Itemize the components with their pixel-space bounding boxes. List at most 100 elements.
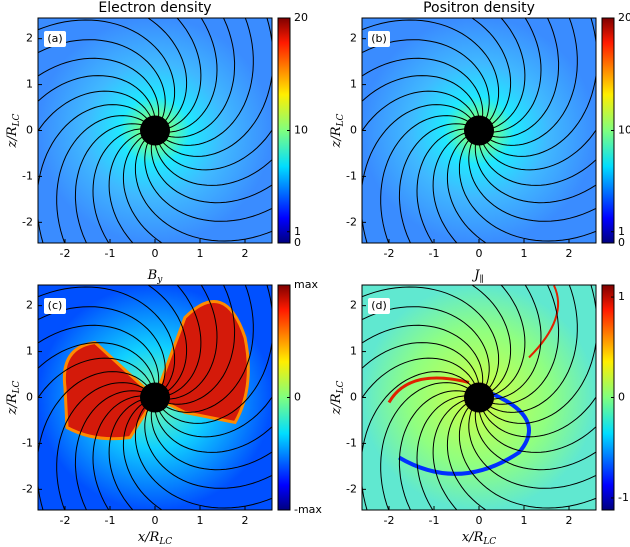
streamline — [486, 18, 596, 157]
x-tick-label: 2 — [242, 247, 249, 260]
panel-title: Electron density — [98, 0, 211, 16]
streamline — [432, 399, 466, 510]
x-axis-label-sub: LC — [482, 537, 496, 547]
y-tick-label: -2 — [346, 482, 357, 495]
streamline — [458, 139, 596, 242]
y-tick-label: -1 — [22, 169, 33, 182]
streamline — [56, 115, 145, 243]
streamline — [38, 90, 152, 132]
y-axis-label-main: z/R — [329, 126, 344, 148]
streamline — [458, 406, 596, 509]
streamline — [380, 115, 469, 243]
streamline — [134, 406, 272, 509]
streamline — [38, 57, 160, 118]
y-tick-label: -2 — [22, 215, 33, 228]
streamline — [150, 410, 272, 471]
y-tick-label: 0 — [350, 124, 357, 137]
panel-title: Positron density — [423, 0, 535, 16]
panel-label-box — [368, 298, 390, 314]
colorbar-tick-label: max — [294, 278, 318, 291]
streamline — [154, 144, 272, 186]
streamline — [147, 285, 188, 392]
streamline — [362, 357, 476, 399]
streamline — [162, 285, 272, 424]
x-tick-label: -2 — [384, 514, 395, 527]
streamline — [362, 342, 480, 384]
streamline — [398, 123, 467, 243]
streamline — [474, 143, 596, 204]
field — [362, 285, 596, 510]
streamline — [38, 324, 160, 385]
streamline — [362, 371, 472, 510]
y-tick-label: -2 — [346, 215, 357, 228]
x-tick-label: 0 — [152, 514, 159, 527]
streamline — [167, 285, 236, 405]
streamline — [168, 18, 202, 129]
x-tick-label: 1 — [521, 514, 528, 527]
streamline — [492, 18, 526, 129]
star — [140, 115, 170, 146]
panel-label-box — [368, 31, 390, 47]
streamline — [150, 143, 272, 204]
streamline — [362, 286, 500, 389]
y-axis-label: z/RLC — [329, 113, 346, 148]
colorbar-tick-label: 20 — [618, 11, 630, 24]
streamline — [74, 123, 143, 243]
y-tick-label: -1 — [346, 169, 357, 182]
colorbar-tick-label: -1 — [618, 491, 629, 504]
panel-title-sub: y — [156, 275, 163, 285]
y-axis-label-sub: LC — [12, 113, 22, 127]
streamline — [489, 18, 578, 146]
streamline — [74, 390, 143, 510]
streamline — [362, 19, 500, 122]
streamline — [398, 390, 467, 510]
streamline — [471, 285, 512, 392]
streamline — [134, 139, 272, 242]
streamline — [478, 411, 596, 453]
colorbar-tick-label: 1 — [618, 225, 625, 238]
panel-title-main: Positron density — [423, 0, 535, 16]
x-tick-label: 1 — [197, 247, 204, 260]
streamline — [362, 75, 480, 117]
streamline — [38, 104, 148, 243]
y-tick-label: -2 — [22, 482, 33, 495]
colorbar-tick-label: -max — [294, 503, 322, 516]
streamline — [147, 18, 188, 125]
streamline — [92, 395, 142, 510]
streamline — [380, 382, 469, 510]
y-axis-label: z/RLC — [329, 380, 346, 415]
panel-title: By — [147, 268, 164, 285]
field — [38, 285, 272, 510]
streamline — [38, 286, 176, 389]
streamline — [38, 357, 152, 399]
colorbar-tick-label: 0 — [294, 391, 301, 404]
star — [464, 382, 494, 413]
panel-title-main: B — [147, 268, 158, 283]
star — [140, 382, 170, 413]
x-tick-label: 2 — [242, 514, 249, 527]
x-tick-label: 2 — [566, 514, 573, 527]
y-axis-label: z/RLC — [5, 113, 22, 148]
x-axis-label: x/RLC — [462, 530, 496, 547]
x-tick-label: -1 — [105, 247, 116, 260]
streamline — [168, 18, 218, 133]
y-tick-label: 2 — [26, 32, 33, 45]
x-tick-label: -2 — [60, 247, 71, 260]
streamline — [154, 411, 272, 453]
streamline — [158, 129, 272, 171]
y-tick-label: 0 — [350, 391, 357, 404]
streamline — [474, 410, 596, 471]
x-tick-label: 0 — [476, 514, 483, 527]
panel-title-sub: ∥ — [480, 274, 484, 285]
y-tick-label: 2 — [26, 299, 33, 312]
y-axis-label-sub: LC — [12, 380, 22, 394]
panel-title-main: Electron density — [98, 0, 211, 16]
streamline — [144, 409, 272, 489]
y-axis-label-main: z/R — [5, 393, 20, 415]
x-tick-label: 0 — [152, 247, 159, 260]
streamline — [38, 306, 166, 386]
x-tick-label: -2 — [60, 514, 71, 527]
streamline — [38, 75, 156, 117]
streamline — [416, 128, 466, 243]
